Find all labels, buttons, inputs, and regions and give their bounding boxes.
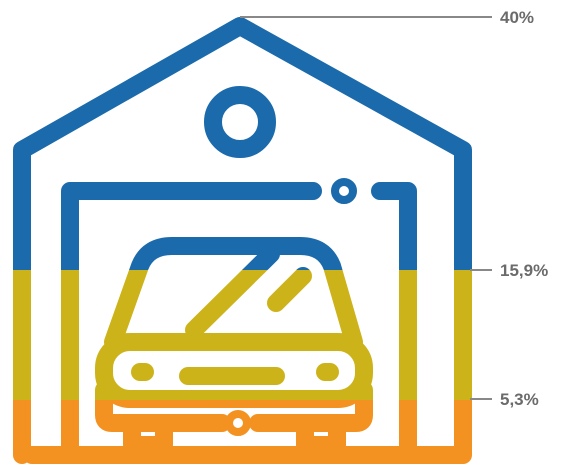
segment-label-15-9: 15,9% <box>500 261 548 280</box>
segment-label-5-3: 5,3% <box>500 390 539 409</box>
segment-label-40: 40% <box>500 8 534 27</box>
